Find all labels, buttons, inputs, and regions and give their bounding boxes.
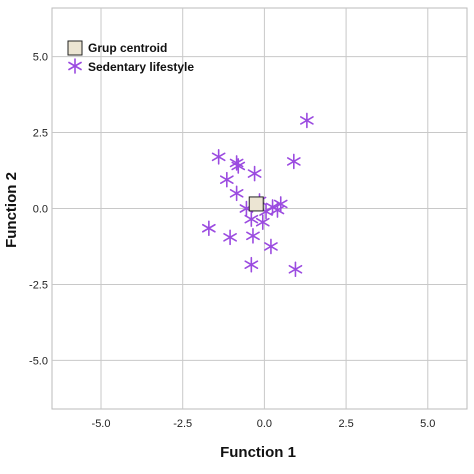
y-tick-label: -5.0 (29, 355, 48, 367)
y-axis-title: Function 2 (3, 172, 20, 248)
data-point-star (223, 229, 237, 246)
data-point-star (288, 261, 303, 278)
x-tick-label: -5.0 (92, 418, 111, 430)
data-point-star (211, 149, 226, 165)
y-tick-label: 5.0 (33, 52, 48, 64)
data-point-star (264, 238, 278, 255)
data-points (201, 112, 314, 278)
y-tick-labels: 5.0 2.5 0.0 -2.5 -5.0 (29, 52, 48, 368)
y-tick-label: -2.5 (29, 279, 48, 291)
x-tick-label: 2.5 (338, 418, 353, 430)
data-point-star (201, 220, 216, 237)
data-point-star (273, 196, 288, 212)
data-point-star (231, 158, 246, 174)
data-point-star (255, 214, 270, 230)
data-point-star (219, 171, 234, 188)
data-point-star (244, 211, 259, 227)
x-axis-title: Function 1 (220, 444, 296, 461)
legend-centroid-label: Grup centroid (88, 41, 167, 55)
y-tick-label: 2.5 (33, 128, 48, 140)
x-tick-labels: -5.0 -2.5 0.0 2.5 5.0 (92, 418, 436, 430)
data-point-star (244, 256, 259, 273)
data-point-star (246, 228, 260, 244)
x-tick-label: 0.0 (257, 418, 272, 430)
data-point-star (229, 185, 244, 202)
group-centroid-marker (248, 196, 264, 212)
legend-star-swatch (68, 58, 82, 74)
y-tick-label: 0.0 (33, 204, 48, 216)
legend: Grup centroid Sedentary lifestyle (67, 40, 194, 74)
data-point-star (247, 165, 262, 182)
data-point-star (300, 112, 314, 129)
grid-lines (52, 8, 467, 409)
legend-sedentary-label: Sedentary lifestyle (88, 60, 194, 74)
legend-star-icon (68, 58, 82, 74)
x-tick-label: 5.0 (420, 418, 435, 430)
x-tick-label: -2.5 (173, 418, 192, 430)
legend-centroid-swatch (67, 40, 83, 56)
data-point-star (286, 153, 301, 170)
